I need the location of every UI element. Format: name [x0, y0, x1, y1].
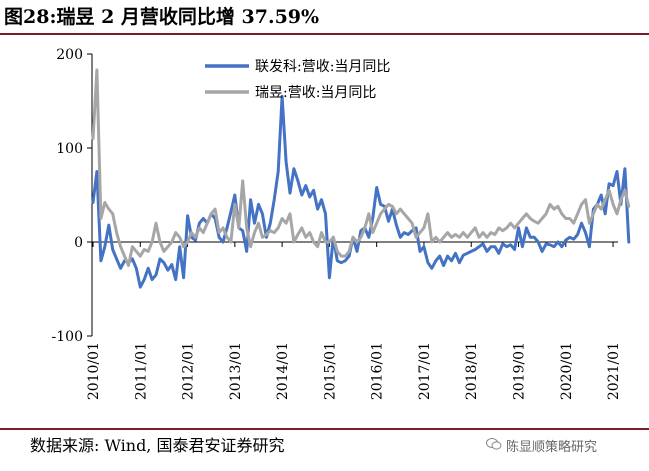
series-line-2 — [91, 68, 631, 267]
y-tick-label: 200 — [56, 47, 83, 63]
x-tick-label: 2020/01 — [559, 342, 575, 400]
x-tick-label: 2012/01 — [181, 342, 197, 400]
footer-divider — [0, 428, 649, 430]
watermark-text: 陈显顺策略研究 — [506, 440, 598, 455]
y-tick-label: 100 — [56, 141, 83, 157]
y-tick-label: -100 — [52, 329, 83, 345]
x-tick-label: 2010/01 — [86, 342, 102, 400]
x-tick-label: 2016/01 — [370, 342, 386, 400]
x-tick-label: 2011/01 — [133, 342, 149, 400]
wechat-icon — [486, 437, 502, 455]
legend-label-2: 瑞昱:营收:当月同比 — [255, 85, 376, 101]
series-line-1 — [91, 94, 631, 289]
y-axis: -100 0 100 200 — [52, 47, 93, 345]
x-tick-label: 2021/01 — [606, 342, 622, 400]
x-tick-label: 2019/01 — [512, 342, 528, 400]
legend-label-1: 联发科:营收:当月同比 — [255, 59, 390, 75]
line-chart: -100 0 100 200 2010/01 2011/01 2012/01 2013/01… — [52, 47, 631, 400]
title-divider — [0, 33, 649, 35]
source-note: 数据来源: Wind, 国泰君安证券研究 — [30, 436, 285, 455]
x-tick-label: 2015/01 — [322, 342, 338, 400]
x-tick-label: 2013/01 — [228, 342, 244, 400]
x-tick-label: 2014/01 — [275, 342, 291, 400]
y-tick-label: 0 — [74, 235, 83, 251]
chart-title: 图28:瑞昱 2 月营收同比增 37.59% — [4, 6, 320, 28]
series-layer — [91, 68, 631, 289]
x-tick-label: 2018/01 — [464, 342, 480, 400]
x-tick-label: 2017/01 — [417, 342, 433, 400]
watermark: 陈显顺策略研究 — [486, 436, 597, 455]
x-axis: 2010/01 2011/01 2012/01 2013/01 2014/01 2015/… — [86, 241, 622, 400]
